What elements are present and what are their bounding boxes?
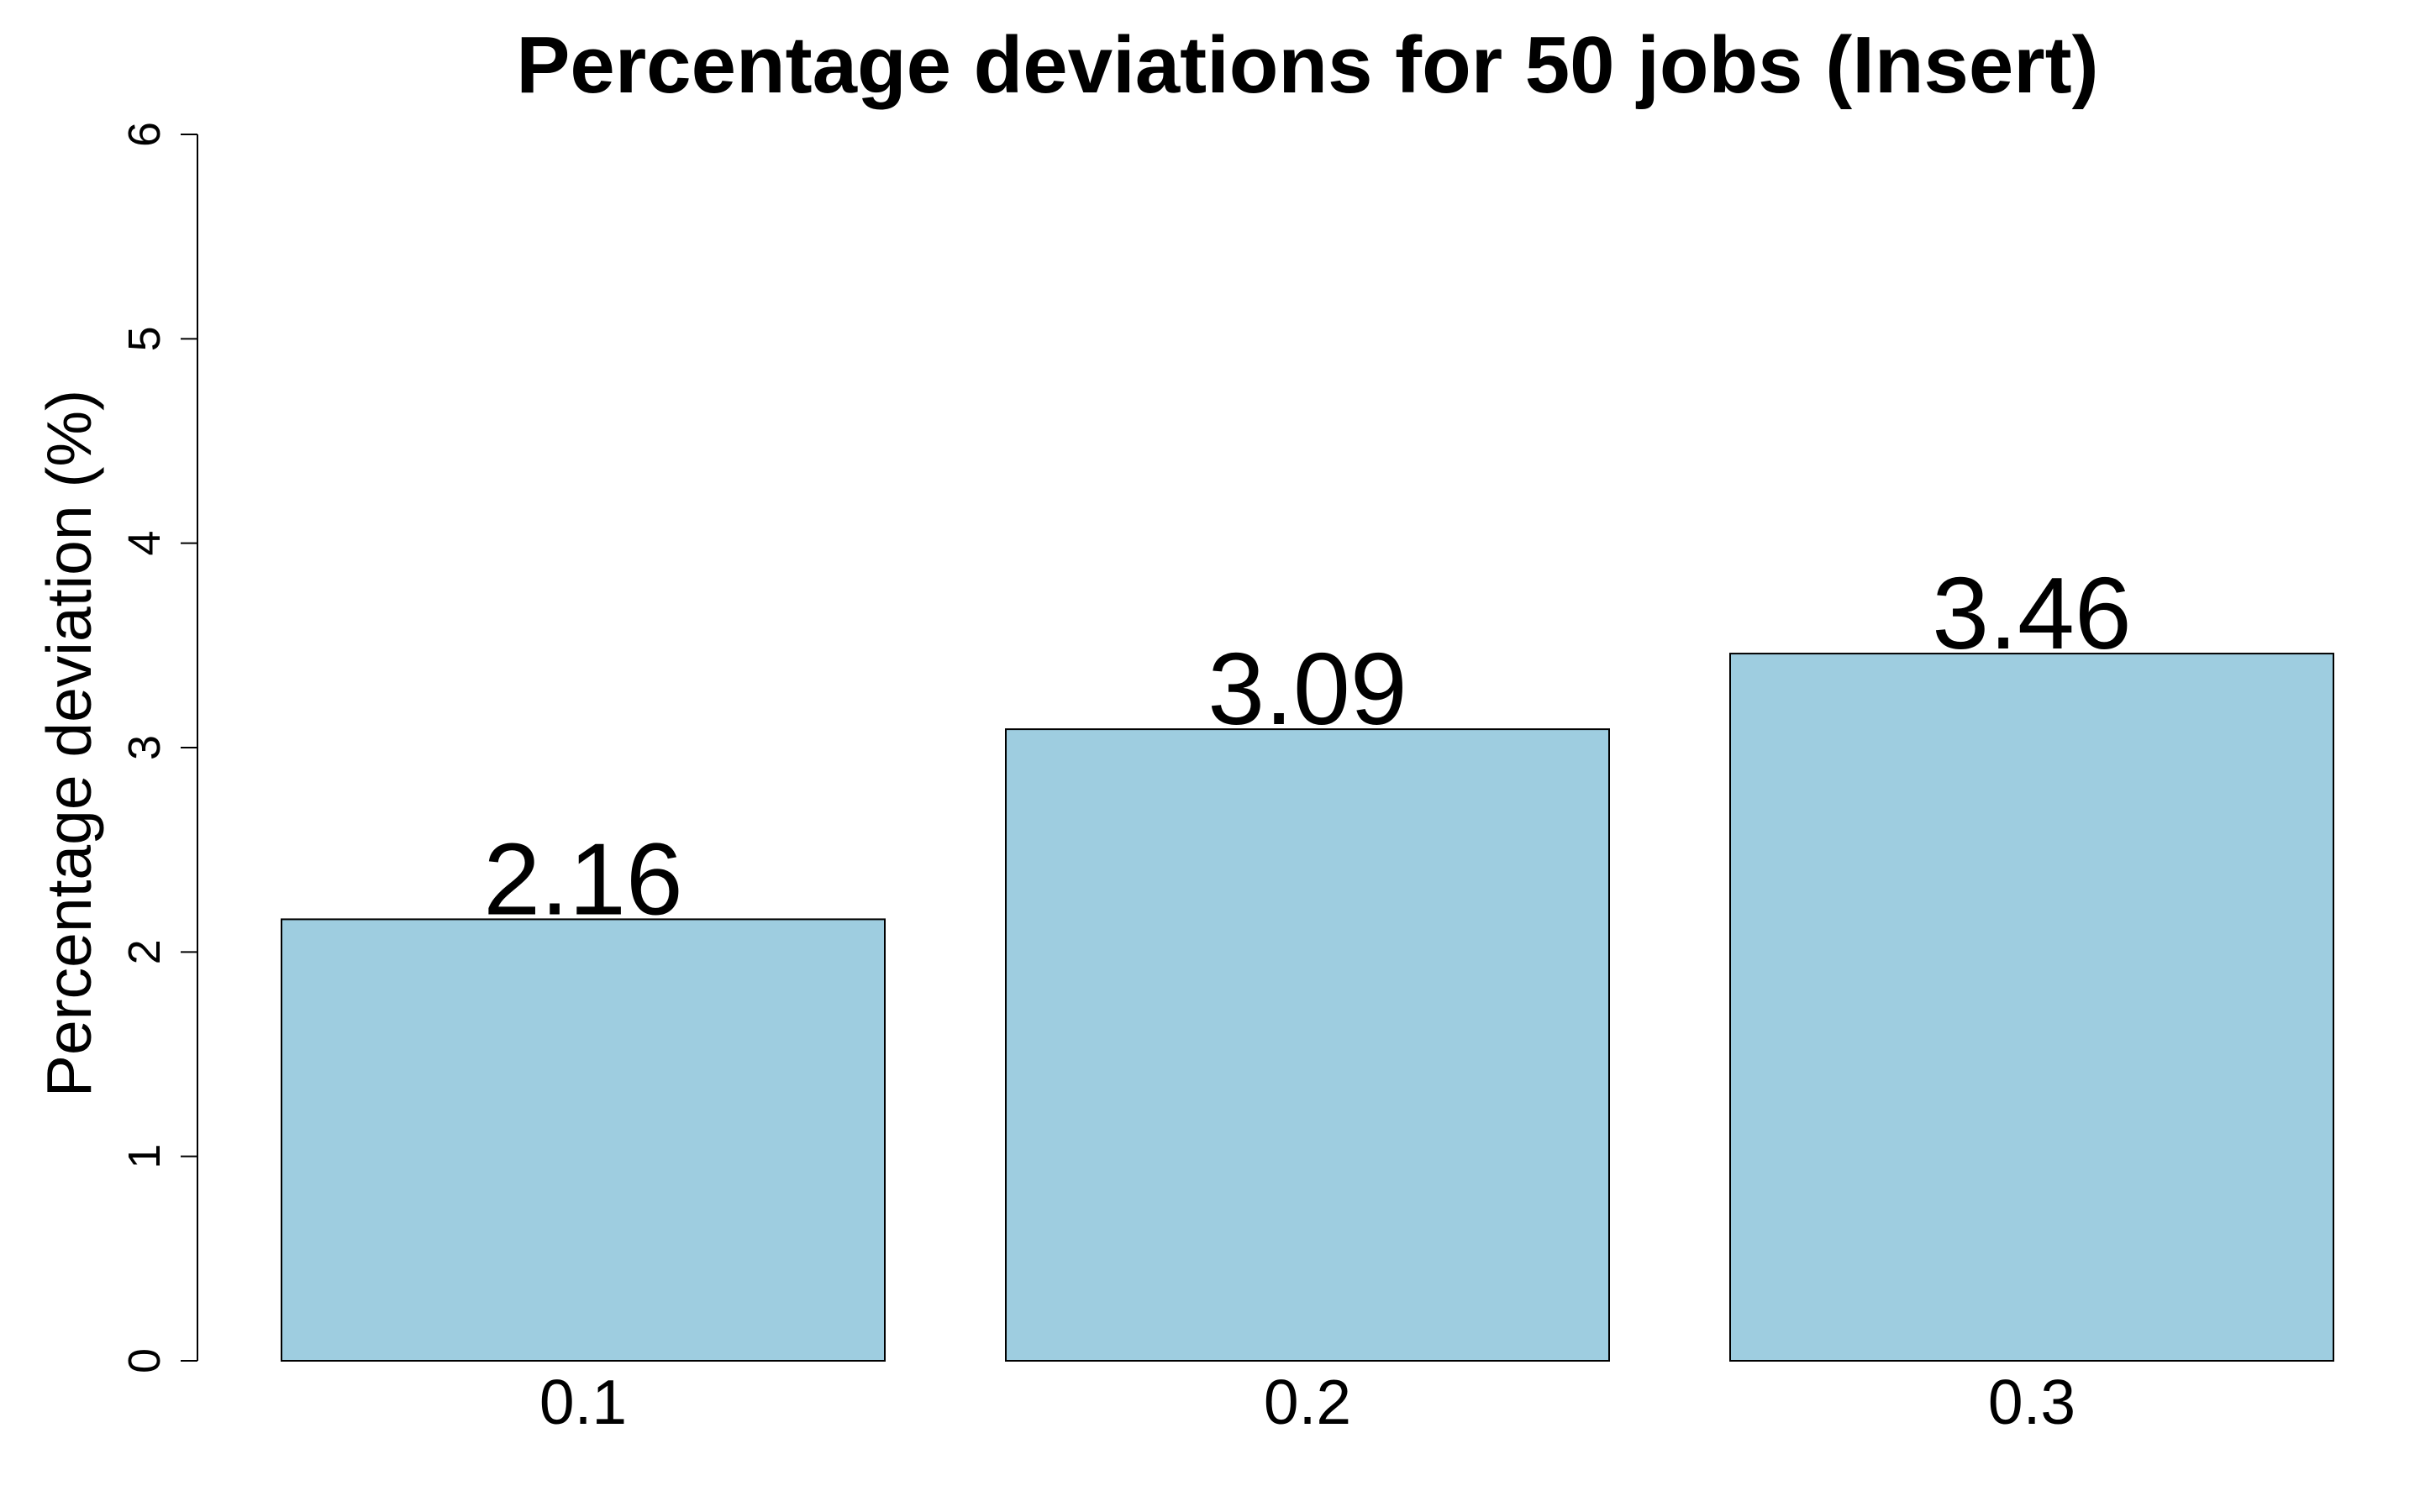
x-tick-label: 0.3 bbox=[1988, 1367, 2075, 1437]
chart-title: Percentage deviations for 50 jobs (Inser… bbox=[516, 20, 2098, 110]
y-tick-label: 4 bbox=[119, 531, 170, 556]
y-axis: 0 1 2 3 4 5 6 bbox=[119, 122, 198, 1373]
bar-value-label: 3.09 bbox=[1207, 632, 1407, 746]
y-tick-label: 2 bbox=[119, 939, 170, 964]
bars-group bbox=[281, 653, 2334, 1362]
bar bbox=[1005, 728, 1610, 1362]
x-tick-label: 0.1 bbox=[539, 1367, 627, 1437]
value-labels-group: 2.16 3.09 3.46 bbox=[483, 556, 2131, 936]
y-tick-label: 5 bbox=[119, 326, 170, 351]
x-tick-label: 0.2 bbox=[1264, 1367, 1351, 1437]
bar-value-label: 2.16 bbox=[483, 822, 682, 936]
y-tick-label: 6 bbox=[119, 122, 170, 147]
x-axis-tick-labels: 0.1 0.2 0.3 bbox=[539, 1367, 2075, 1437]
y-tick-label: 3 bbox=[119, 735, 170, 760]
y-axis-label: Percentage deviation (%) bbox=[34, 390, 104, 1097]
bar bbox=[1729, 653, 2334, 1362]
y-tick-label: 0 bbox=[119, 1348, 170, 1373]
y-tick-label: 1 bbox=[119, 1144, 170, 1169]
bar-value-label: 3.46 bbox=[1932, 556, 2131, 670]
bar bbox=[281, 918, 886, 1362]
